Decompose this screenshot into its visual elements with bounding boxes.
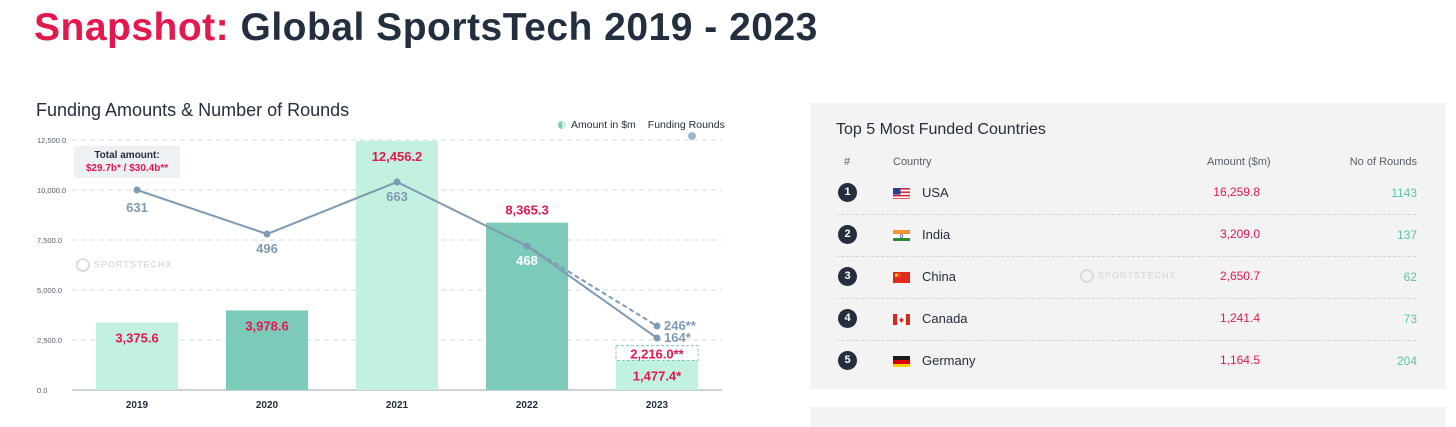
y-tick-label: 2,500.0: [37, 336, 62, 345]
table-watermark: SPORTSTECHX: [1080, 269, 1177, 283]
bar-value-label: 12,456.2: [372, 149, 423, 164]
country-rounds: 62: [1403, 270, 1417, 284]
rounds-value-label: 468: [516, 253, 538, 268]
bar-value-label: 3,375.6: [115, 330, 158, 345]
legend-item-rounds: Funding Rounds: [647, 119, 725, 140]
amount-legend-icon: [558, 121, 566, 129]
header-rank: #: [844, 156, 851, 168]
rank-badge: 4: [838, 309, 857, 328]
china-flag-icon: [893, 271, 910, 283]
funding-chart: 0.0 2,500.0 5,000.0 7,500.0 10,000.0 12,500.0…: [37, 136, 722, 411]
country-amount: 16,259.8: [1213, 185, 1260, 199]
row-divider: [836, 214, 1416, 215]
germany-flag-icon: [893, 355, 910, 367]
top-countries-panel: Top 5 Most Funded Countries # Country Am…: [810, 103, 1446, 389]
country-name: Germany: [922, 353, 976, 368]
country-rounds: 1143: [1391, 186, 1417, 200]
rounds-value-label: 663: [386, 189, 408, 204]
legend-label-rounds: Funding Rounds: [647, 119, 725, 131]
page-title-main: Global SportsTech 2019 - 2023: [229, 6, 818, 49]
rank-badge: 1: [838, 183, 857, 202]
projection-rounds-label: 246**: [664, 318, 697, 333]
bar: [356, 140, 438, 390]
watermark-logo-icon: [1080, 269, 1094, 283]
x-tick-label: 2021: [386, 400, 409, 411]
legend-item-amount: Amount in $m: [558, 119, 636, 131]
y-tick-label: 7,500.0: [37, 236, 62, 245]
y-tick-label: 12,500.0: [37, 136, 66, 145]
country-amount: 1,241.4: [1219, 311, 1260, 325]
india-flag-icon: [893, 229, 910, 241]
header-amount: Amount ($m): [1207, 156, 1271, 168]
country-name: USA: [922, 185, 949, 200]
rounds-point: [393, 178, 401, 186]
bar-value-label: 3,978.6: [245, 318, 288, 333]
table-row: 1 USA 16,259.8 1143: [810, 173, 1446, 215]
projection-box: [615, 345, 699, 361]
y-tick-label: 5,000.0: [37, 286, 62, 295]
bar: [96, 322, 178, 390]
legend-label-amount: Amount in $m: [571, 119, 636, 131]
top-countries-title: Top 5 Most Funded Countries: [836, 121, 1046, 138]
rounds-value-label: 164*: [664, 330, 692, 345]
rank-badge: 2: [838, 225, 857, 244]
rounds-legend-icon: [687, 132, 696, 140]
x-tick-label: 2020: [256, 400, 279, 411]
country-rounds: 73: [1403, 312, 1417, 326]
rank-badge: 5: [838, 351, 857, 370]
rounds-value-label: 496: [256, 241, 278, 256]
total-amount-value: $29.7b* / $30.4b**: [85, 163, 169, 174]
chart-title: Funding Amounts & Number of Rounds: [36, 100, 350, 120]
total-amount-box: Total amount: $29.7b* / $30.4b**: [74, 146, 180, 178]
rank-badge: 3: [838, 267, 857, 286]
chart-legend: Amount in $m Funding Rounds: [558, 119, 725, 140]
page-title: Snapshot: Global SportsTech 2019 - 2023: [34, 6, 818, 50]
table-row: 3 China 2,650.7 62: [810, 257, 1446, 299]
secondary-panel: [810, 407, 1446, 427]
country-rounds: 137: [1396, 228, 1417, 242]
x-tick-label: 2019: [126, 400, 149, 411]
header-rounds: No of Rounds: [1349, 156, 1417, 168]
table-header: # Country Amount ($m) No of Rounds: [810, 156, 1446, 172]
country-amount: 3,209.0: [1219, 227, 1260, 241]
chart-watermark: SPORTSTECHX: [76, 258, 173, 272]
y-tick-label: 0.0: [37, 386, 47, 395]
country-amount: 2,650.7: [1219, 269, 1260, 283]
bar: [226, 310, 308, 390]
total-amount-label: Total amount:: [94, 150, 160, 161]
rounds-point: [653, 334, 661, 342]
bar-value-label: 1,477.4*: [633, 368, 682, 383]
country-name: Canada: [922, 311, 968, 326]
y-tick-label: 10,000.0: [37, 186, 66, 195]
rounds-point: [263, 230, 271, 238]
watermark-logo-icon: [76, 258, 90, 272]
country-name: China: [922, 269, 956, 284]
country-rounds: 204: [1396, 354, 1417, 368]
page-title-accent: Snapshot:: [34, 6, 230, 49]
country-name: India: [922, 227, 951, 242]
row-divider: [836, 340, 1416, 341]
row-divider: [836, 256, 1416, 257]
row-divider: [836, 298, 1416, 299]
rounds-projection-point: [653, 322, 661, 330]
header-country: Country: [893, 156, 932, 168]
rounds-projection-line: [526, 245, 658, 327]
x-tick-label: 2023: [646, 400, 669, 411]
rounds-point: [523, 242, 531, 250]
bar-value-label: 8,365.3: [505, 203, 548, 218]
usa-flag-icon: [893, 187, 910, 199]
x-tick-label: 2022: [516, 400, 539, 411]
table-row: 4 Canada 1,241.4 73: [810, 299, 1446, 341]
rounds-value-label: 631: [126, 200, 148, 215]
bar: [486, 222, 568, 390]
country-amount: 1,164.5: [1219, 353, 1260, 367]
projection-amount-label: 2,216.0**: [630, 347, 684, 362]
canada-flag-icon: [893, 313, 910, 325]
table-row: 5 Germany 1,164.5 204: [810, 341, 1446, 383]
rounds-point: [133, 186, 141, 194]
bar: [616, 360, 698, 390]
table-row: 2 India 3,209.0 137: [810, 215, 1446, 257]
